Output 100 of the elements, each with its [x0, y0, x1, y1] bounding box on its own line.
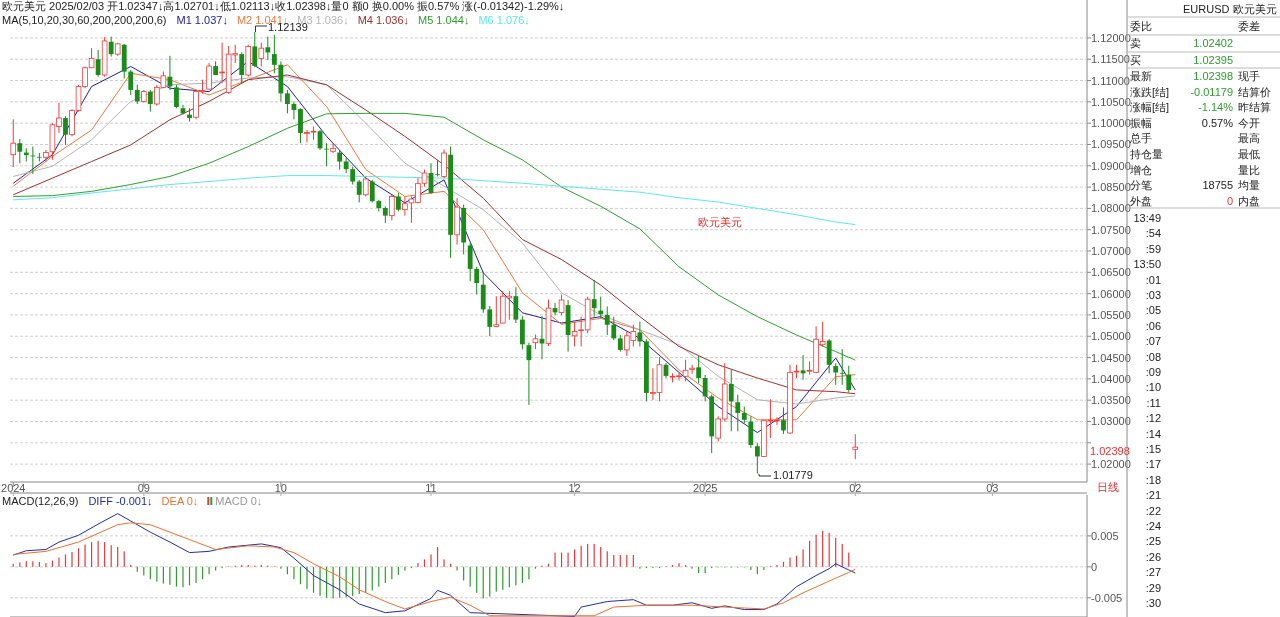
y-tick-label: 1.07500	[1091, 223, 1131, 236]
text: :09	[1145, 366, 1161, 378]
text: 量比	[1238, 163, 1260, 176]
text: 委比	[1130, 20, 1152, 32]
y-tick-label: 0.005	[1091, 529, 1119, 542]
text: :15	[1145, 443, 1161, 455]
candlestick	[833, 362, 839, 386]
candlestick	[10, 118, 17, 168]
text: 最高	[1238, 132, 1260, 145]
candlestick	[324, 142, 329, 167]
text: EURUSD 欧元美元	[1183, 3, 1277, 15]
text: 1.02402	[1193, 37, 1233, 49]
candlestick	[696, 355, 702, 384]
series-label: DEA 0↓	[161, 495, 199, 507]
text: 均量	[1237, 179, 1260, 192]
text: -0.01179	[1190, 85, 1233, 98]
legend-title: MA(5,10,20,30,60,200,200,200,6)	[2, 14, 167, 26]
candlestick	[356, 179, 362, 203]
text: 13:49	[1133, 212, 1161, 224]
text: :05	[1145, 304, 1161, 317]
y-tick-label: 1.09500	[1091, 138, 1131, 151]
text: 涨跌[结]	[1130, 85, 1170, 98]
x-tick-label: 2025	[692, 482, 718, 494]
candlestick	[63, 115, 68, 146]
text: 18755	[1202, 179, 1233, 192]
text: :11	[1146, 396, 1161, 409]
text: :08	[1145, 350, 1161, 363]
y-tick-label: -0.005	[1091, 591, 1123, 604]
text: 结算价	[1238, 85, 1271, 98]
candlestick	[128, 69, 134, 96]
text: :06	[1145, 319, 1161, 332]
x-tick-label: 03	[986, 482, 999, 494]
legend-title: MACD(12,26,9)	[2, 495, 79, 507]
text: 现手	[1238, 70, 1260, 82]
y-tick-label: 1.05500	[1091, 308, 1131, 321]
candlestick	[689, 364, 695, 375]
y-tick-label: 1.06000	[1091, 287, 1131, 300]
candlestick	[147, 89, 153, 113]
candlestick	[846, 365, 852, 393]
text: :25	[1145, 535, 1161, 548]
candlestick	[95, 49, 101, 78]
candlestick	[852, 433, 859, 460]
text: :29	[1145, 581, 1161, 594]
text: 分笔	[1130, 179, 1152, 192]
text: 1.02398	[1193, 70, 1233, 82]
text: :21	[1145, 489, 1161, 502]
y-tick-label: 1.04500	[1091, 351, 1131, 364]
text: M6 1.076↓	[478, 14, 530, 26]
text: 持仓量	[1130, 148, 1163, 160]
text: 最低	[1238, 148, 1260, 160]
candlestick	[637, 321, 643, 347]
text: 卖	[1130, 37, 1141, 49]
text: :17	[1145, 458, 1161, 471]
candlestick	[271, 34, 277, 74]
candlestick	[134, 84, 140, 105]
annotation: 1.01779	[773, 469, 813, 481]
text: 今开	[1238, 116, 1260, 129]
candlestick	[598, 296, 604, 319]
text: M5 1.044↓	[418, 14, 470, 26]
candlestick	[781, 406, 786, 435]
y-tick-label: 1.05000	[1091, 330, 1131, 343]
candlestick	[252, 31, 258, 68]
text: :14	[1145, 427, 1161, 440]
candlestick	[702, 374, 708, 402]
text: M1 1.037↓	[176, 14, 228, 26]
text: -1.14%	[1198, 101, 1234, 114]
candlestick	[728, 369, 734, 432]
y-tick-label: 1.10500	[1091, 95, 1131, 108]
candlestick	[17, 138, 23, 164]
line-series	[12, 175, 856, 226]
candlestick	[558, 293, 565, 316]
y-tick-label: 1.03000	[1091, 415, 1131, 428]
y-tick-label: 1.11000	[1091, 74, 1130, 87]
x-tick-label: 10	[274, 482, 288, 494]
candlestick	[108, 36, 114, 58]
candlestick	[571, 321, 578, 347]
candlestick	[369, 179, 375, 203]
x-tick-label: 02	[849, 482, 862, 494]
candlestick	[337, 149, 343, 171]
candlestick	[839, 348, 845, 386]
series-label: DIFF -0.001↓	[88, 495, 153, 507]
chart-title: 欧元美元 2025/02/03 开1.02347↓高1.02701↓低1.02113↓收1.02398↓量0 额0 换0.00% 振0.57% 涨(-0.01342)-1.29%↓	[2, 0, 565, 12]
candlestick	[330, 142, 336, 154]
text: 外盘	[1130, 194, 1152, 207]
y-tick-label: 1.12000	[1091, 31, 1131, 44]
candlestick	[362, 175, 369, 197]
candlestick	[467, 242, 473, 282]
candlestick	[493, 295, 500, 328]
text: 买	[1130, 54, 1141, 66]
y-tick-label: 1.03500	[1091, 394, 1131, 407]
text: :59	[1145, 242, 1161, 255]
candlestick	[513, 286, 519, 324]
candlestick	[441, 149, 447, 179]
candlestick	[43, 149, 49, 163]
text: :22	[1145, 504, 1161, 517]
text: 日线	[1097, 481, 1119, 493]
text: 昨结算	[1238, 101, 1271, 114]
candlestick	[298, 107, 303, 144]
candlestick	[748, 415, 754, 449]
candlestick	[174, 84, 179, 109]
